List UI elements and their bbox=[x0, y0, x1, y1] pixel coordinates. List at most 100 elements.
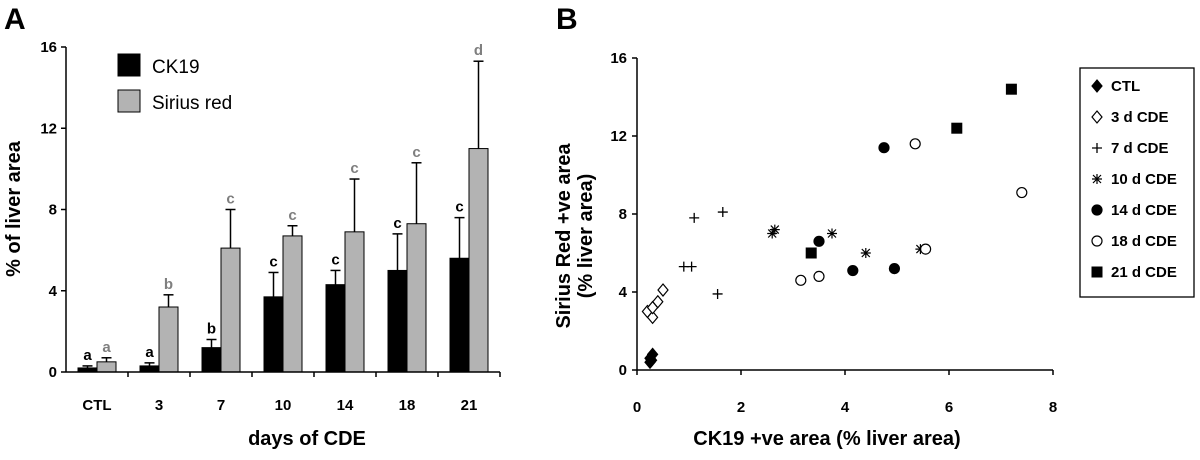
diamond-shape bbox=[1091, 79, 1103, 93]
legend-marker bbox=[1091, 235, 1103, 247]
circle-shape bbox=[919, 243, 932, 255]
circle-shape bbox=[1091, 235, 1103, 247]
bar-y-tick-label: 12 bbox=[40, 120, 57, 137]
significance-letter: b bbox=[164, 276, 173, 293]
scatter-point-10-d-cde bbox=[827, 228, 837, 239]
bar-y-tick-label: 4 bbox=[49, 283, 58, 300]
diamond-shape bbox=[646, 310, 659, 325]
significance-letter: c bbox=[226, 191, 234, 208]
scatter-point-21-d-cde bbox=[951, 122, 963, 134]
asterisk-shape bbox=[1092, 174, 1102, 184]
significance-letter: c bbox=[350, 160, 358, 177]
scatter-point-3-d-cde bbox=[657, 283, 669, 297]
legend-marker bbox=[1092, 143, 1102, 153]
diamond-shape bbox=[1091, 110, 1103, 124]
scatter-point-7-d-cde bbox=[686, 261, 697, 272]
plus-shape bbox=[1092, 143, 1102, 153]
scatter-legend-box bbox=[1079, 67, 1195, 298]
bar-ck19 bbox=[139, 365, 160, 373]
plus-shape bbox=[686, 261, 697, 272]
legend-label: 18 d CDE bbox=[1111, 233, 1177, 250]
legend-label: 10 d CDE bbox=[1111, 171, 1177, 188]
scatter-y-tick-label: 8 bbox=[619, 206, 627, 223]
circle-shape bbox=[813, 235, 825, 247]
legend-swatch bbox=[117, 53, 141, 77]
legend-marker bbox=[1091, 204, 1103, 216]
bar-x-tick-label: 3 bbox=[155, 397, 163, 414]
significance-letter: a bbox=[102, 339, 111, 356]
circle-shape bbox=[795, 274, 807, 286]
scatter-point-21-d-cde bbox=[1005, 83, 1017, 95]
bar-x-tick-label: 18 bbox=[399, 397, 416, 414]
significance-letter: a bbox=[145, 344, 154, 361]
bar-x-tick-label: 14 bbox=[337, 397, 354, 414]
bar-x-tick-label: 10 bbox=[275, 397, 292, 414]
bar-sirius-red bbox=[282, 235, 303, 373]
square-shape bbox=[805, 247, 817, 259]
bar-sirius-red bbox=[220, 247, 241, 373]
circle-shape bbox=[1016, 186, 1028, 199]
square-shape bbox=[1091, 266, 1103, 278]
legend-marker bbox=[1092, 174, 1102, 184]
scatter-y-tick-label: 16 bbox=[610, 50, 627, 67]
circle-shape bbox=[1091, 204, 1103, 216]
bar-x-tick-label: 21 bbox=[461, 397, 478, 414]
circle-shape bbox=[847, 264, 859, 277]
scatter-point-14-d-cde bbox=[888, 263, 901, 275]
legend-marker bbox=[1091, 266, 1103, 278]
bar-x-tick-label: 7 bbox=[217, 397, 225, 414]
asterisk-shape bbox=[827, 228, 837, 239]
circle-shape bbox=[813, 270, 825, 282]
significance-letter: c bbox=[288, 207, 296, 224]
bar-ck19 bbox=[201, 347, 222, 373]
bar-legend: CK19 Sirius red bbox=[117, 53, 232, 114]
diamond-shape bbox=[657, 283, 669, 297]
scatter-legend: CTL 3 d CDE 7 d CDE 10 d CDE 14 d CDE 18 d CD… bbox=[1079, 67, 1195, 298]
significance-letter: c bbox=[269, 253, 277, 270]
scatter-point-3-d-cde bbox=[646, 300, 659, 315]
scatter-points-group bbox=[641, 83, 1028, 370]
legend-label: 21 d CDE bbox=[1111, 264, 1177, 281]
scatter-point-18-d-cde bbox=[919, 243, 932, 255]
scatter-y-tick-label: 12 bbox=[610, 128, 627, 145]
scatter-y-tick-label: 0 bbox=[619, 362, 627, 379]
bar-x-tick-label: CTL bbox=[82, 397, 111, 414]
scatter-x-tick-label: 4 bbox=[841, 399, 850, 416]
circle-shape bbox=[888, 263, 901, 275]
legend-label: CK19 bbox=[152, 57, 200, 78]
scatter-point-14-d-cde bbox=[847, 264, 859, 277]
asterisk-shape bbox=[769, 224, 780, 235]
scatter-x-tick-label: 2 bbox=[737, 399, 745, 416]
diamond-shape bbox=[645, 353, 658, 368]
scatter-point-18-d-cde bbox=[813, 270, 825, 282]
scatter-point-3-d-cde bbox=[646, 310, 659, 325]
legend-marker bbox=[1091, 79, 1103, 93]
scatter-point-21-d-cde bbox=[805, 247, 817, 259]
circle-shape bbox=[909, 138, 921, 150]
plus-shape bbox=[712, 288, 723, 299]
legend-label: 14 d CDE bbox=[1111, 202, 1177, 219]
diamond-shape bbox=[646, 300, 659, 315]
bar-sirius-red bbox=[406, 223, 427, 373]
panel-a-letter: A bbox=[4, 3, 26, 36]
bar-sirius-red bbox=[344, 231, 365, 373]
square-shape bbox=[1005, 83, 1017, 95]
asterisk-shape bbox=[860, 248, 871, 258]
scatter-point-ctl bbox=[645, 353, 658, 368]
significance-letter: c bbox=[331, 251, 339, 268]
bar-y-tick-label: 16 bbox=[40, 39, 57, 56]
scatter-point-14-d-cde bbox=[813, 235, 825, 247]
significance-letter: c bbox=[455, 199, 463, 216]
scatter-x-tick-label: 8 bbox=[1049, 399, 1057, 416]
bar-x-axis-title: days of CDE bbox=[248, 428, 366, 450]
bar-sirius-red bbox=[158, 306, 179, 373]
significance-letter: c bbox=[393, 215, 401, 232]
significance-letter: a bbox=[83, 347, 92, 364]
scatter-point-7-d-cde bbox=[717, 207, 728, 218]
plus-shape bbox=[717, 207, 728, 218]
bar-y-tick-label: 8 bbox=[49, 202, 57, 219]
scatter-x-tick-label: 6 bbox=[945, 399, 953, 416]
